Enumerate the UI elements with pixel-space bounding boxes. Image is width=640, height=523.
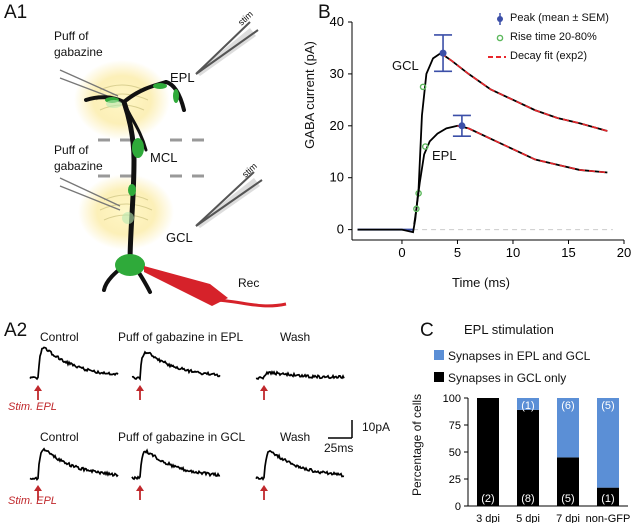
a2-stim-label-row2: Stim. EPL (8, 495, 57, 507)
c-legend-epl-gcl: Synapses in EPL and GCL (448, 349, 591, 363)
b-legend-decay: Decay fit (exp2) (510, 50, 588, 62)
a2-row1-puff: Puff of gabazine in EPL (118, 330, 244, 344)
c-category-label: 5 dpi (516, 513, 540, 523)
c-ytick-label: 0 (455, 501, 461, 513)
c-bar-gcl-only (597, 487, 619, 506)
b-xtick-label: 15 (561, 245, 575, 260)
c-title: EPL stimulation (464, 322, 554, 337)
c-count-epl-gcl: (1) (521, 400, 534, 412)
stim-arrow-row1-col1-head (34, 385, 42, 391)
a2-row1-wash: Wash (280, 330, 311, 344)
panel-label-a2: A2 (4, 320, 28, 341)
panel-label-c: C (420, 320, 434, 341)
rec-label: Rec (238, 276, 260, 290)
b-xtick-label: 20 (617, 245, 631, 260)
c-legend-gcl-only: Synapses in GCL only (448, 371, 567, 385)
a2-stim-label-row1: Stim. EPL (8, 401, 57, 413)
stim-arrow-row2-col2-head (136, 485, 144, 491)
b-xtick-label: 5 (454, 245, 461, 260)
c-category-label: 3 dpi (476, 513, 500, 523)
c-bar-gcl-only (477, 398, 499, 506)
a2-row1-control: Control (40, 330, 79, 344)
b-ytick-label: 40 (330, 14, 344, 29)
c-count-epl-gcl: (6) (561, 400, 574, 412)
c-count-gcl-only: (5) (561, 493, 574, 505)
puff-cloud-gcl (78, 174, 174, 250)
c-ytick-label: 100 (443, 393, 461, 405)
trace-row2-col2 (131, 448, 221, 481)
b-ytick-label: 10 (330, 170, 344, 185)
puff-label-bottom: Puff of gabazine (54, 143, 103, 173)
layer-mcl: MCL (150, 150, 178, 165)
a2-row2-control: Control (40, 430, 79, 444)
c-count-gcl-only: (8) (521, 493, 534, 505)
stim-arrow-row2-col1-head (34, 485, 42, 491)
recording-pipette (144, 266, 287, 308)
b-legend-rise: Rise time 20-80% (510, 31, 597, 43)
b-series-label-epl: EPL (432, 148, 457, 163)
b-xtick-label: 10 (506, 245, 520, 260)
c-category-label: non-GFP (586, 513, 631, 523)
b-ytick-label: 30 (330, 66, 344, 81)
gfp-varicosities (105, 83, 179, 276)
stim-arrow-row2-col3-head (260, 485, 268, 491)
layer-gcl: GCL (166, 230, 193, 245)
mcl-boundaries (98, 138, 204, 178)
a2-row2-puff: Puff of gabazine in GCL (118, 430, 246, 444)
a2-row2-wash: Wash (280, 430, 311, 444)
c-count-gcl-only: (2) (481, 493, 494, 505)
c-ylabel: Percentage of cells (410, 393, 424, 497)
b-series-label-gcl: GCL (392, 58, 419, 73)
stim-arrow-row1-col2-head (136, 385, 144, 391)
b-rise-point (419, 83, 427, 91)
c-bar-epl-gcl (517, 398, 539, 410)
c-bar-epl-gcl (597, 398, 619, 488)
c-bar-epl-gcl (557, 398, 579, 458)
panel-label-b: B (318, 2, 331, 23)
c-legend-swatch-gcl-only (434, 372, 444, 382)
b-peak-point (439, 49, 447, 57)
trace-row1-col3 (255, 370, 345, 381)
stim-electrode-gcl (195, 171, 263, 228)
c-ytick-label: 25 (449, 474, 461, 486)
c-category-label: 7 dpi (556, 513, 580, 523)
c-count-gcl-only: (1) (601, 493, 614, 505)
layer-epl: EPL (170, 70, 195, 85)
panel-label-a1: A1 (4, 2, 28, 23)
c-count-epl-gcl: (5) (601, 400, 614, 412)
trace-row1-col2 (131, 350, 221, 382)
b-xtick-label: 0 (398, 245, 405, 260)
b-peak-point (458, 122, 466, 130)
stim-arrow-row1-col3-head (260, 385, 268, 391)
b-rise-point (421, 143, 429, 150)
c-bar-gcl-only (517, 409, 539, 506)
c-ytick-label: 75 (449, 420, 461, 432)
b-ytick-label: 20 (330, 118, 344, 133)
puff-label-top: Puff of gabazine (54, 29, 103, 59)
trace-row2-col3 (255, 449, 345, 481)
scale-bar-x-label: 25ms (324, 441, 354, 455)
c-legend-swatch-epl-gcl (434, 350, 444, 360)
b-ytick-label: 0 (337, 222, 344, 237)
c-bar-gcl-only (557, 457, 579, 506)
b-xlabel: Time (ms) (452, 275, 511, 290)
trace-row2-col1 (29, 447, 119, 482)
trace-row1-col1 (29, 346, 119, 381)
scale-bar-y-label: 10pA (362, 420, 391, 434)
b-legend-rise-marker (496, 34, 504, 42)
b-legend-peak-dot (497, 16, 503, 22)
b-decay-fit-gcl (440, 52, 608, 132)
c-ytick-label: 50 (449, 447, 461, 459)
b-legend-peak: Peak (mean ± SEM) (510, 12, 609, 24)
stim-electrode-epl (195, 21, 259, 76)
b-decay-fit-epl (457, 125, 608, 174)
b-rise-point (413, 205, 420, 213)
